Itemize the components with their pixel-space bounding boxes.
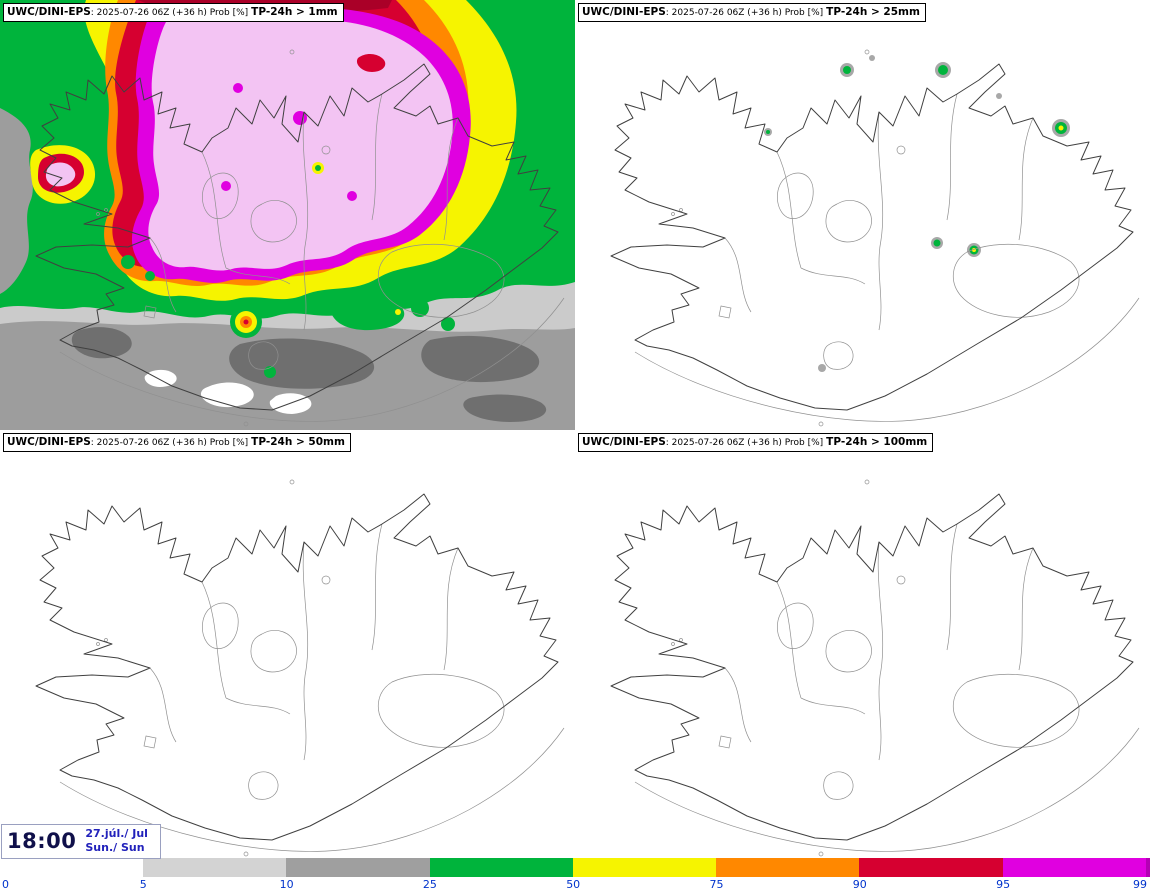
product-name: UWC/DINI-EPS [7, 436, 91, 448]
colorbar-tick-label: 50 [566, 878, 581, 891]
parameter-label: TP-24h > 25mm [826, 6, 920, 18]
probability-spots [764, 55, 1070, 372]
colorbar-segment-50-75 [572, 858, 717, 877]
panel-title: UWC/DINI-EPS: 2025-07-26 06Z (+36 h) Pro… [578, 3, 926, 23]
date-line: 27.júl./ Jul [85, 827, 148, 840]
panel-title: UWC/DINI-EPS: 2025-07-26 06Z (+36 h) Pro… [3, 3, 344, 23]
probability-map-100mm [610, 479, 1140, 857]
probability-map-1mm [0, 0, 575, 430]
colorbar-tick-label: 5 [139, 878, 147, 891]
parameter-label: TP-24h > 50mm [251, 436, 345, 448]
parameter-label: TP-24h > 1mm [251, 6, 338, 18]
colorbar-tick-label: 25 [422, 878, 437, 891]
run-info: : 2025-07-26 06Z (+36 h) Prob [%] [90, 8, 249, 18]
time-widget: 18:00 27.júl./ Jul Sun./ Sun [1, 824, 161, 859]
run-info: : 2025-07-26 06Z (+36 h) Prob [%] [665, 438, 824, 448]
run-info: : 2025-07-26 06Z (+36 h) Prob [%] [90, 438, 249, 448]
colorbar-tick-label: 99 [1133, 878, 1147, 891]
colorbar-segment-25-50 [429, 858, 573, 877]
product-name: UWC/DINI-EPS [582, 6, 666, 18]
colorbar-ticks: 0 5 10 25 50 75 90 95 99 [0, 878, 1150, 891]
valid-date: 27.júl./ Jul Sun./ Sun [85, 827, 148, 856]
product-name: UWC/DINI-EPS [582, 436, 666, 448]
probability-map-50mm [35, 479, 565, 857]
panel-tp-1mm: UWC/DINI-EPS: 2025-07-26 06Z (+36 h) Pro… [0, 0, 575, 430]
colorbar-segment-5-10 [143, 858, 287, 877]
colorbar-tick-label: 0 [2, 878, 9, 891]
colorbar-segment-10-25 [286, 858, 430, 877]
colorbar-segment-95-99 [1002, 858, 1146, 877]
colorbar-tick-label: 90 [852, 878, 867, 891]
probability-colorbar: 0 5 10 25 50 75 90 95 99 [0, 858, 1150, 891]
colorbar-segment-75-90 [716, 858, 860, 877]
colorbar-segment-90-95 [859, 858, 1003, 877]
run-info: : 2025-07-26 06Z (+36 h) Prob [%] [665, 8, 824, 18]
panel-tp-100mm: UWC/DINI-EPS: 2025-07-26 06Z (+36 h) Pro… [575, 430, 1150, 860]
panel-tp-25mm: UWC/DINI-EPS: 2025-07-26 06Z (+36 h) Pro… [575, 0, 1150, 430]
product-name: UWC/DINI-EPS [7, 6, 91, 18]
colorbar-tick-label: 75 [709, 878, 724, 891]
panel-title: UWC/DINI-EPS: 2025-07-26 06Z (+36 h) Pro… [3, 433, 351, 453]
day-line: Sun./ Sun [85, 841, 145, 855]
colorbar-segment-99-100 [1145, 858, 1150, 877]
valid-time: 18:00 [7, 829, 77, 854]
parameter-label: TP-24h > 100mm [826, 436, 928, 448]
panel-title: UWC/DINI-EPS: 2025-07-26 06Z (+36 h) Pro… [578, 433, 934, 453]
panel-tp-50mm: UWC/DINI-EPS: 2025-07-26 06Z (+36 h) Pro… [0, 430, 575, 860]
colorbar-tick-label: 95 [996, 878, 1011, 891]
probability-map-25mm [610, 49, 1140, 427]
colorbar-segments [143, 858, 1150, 877]
colorbar-tick-label: 10 [279, 878, 294, 891]
